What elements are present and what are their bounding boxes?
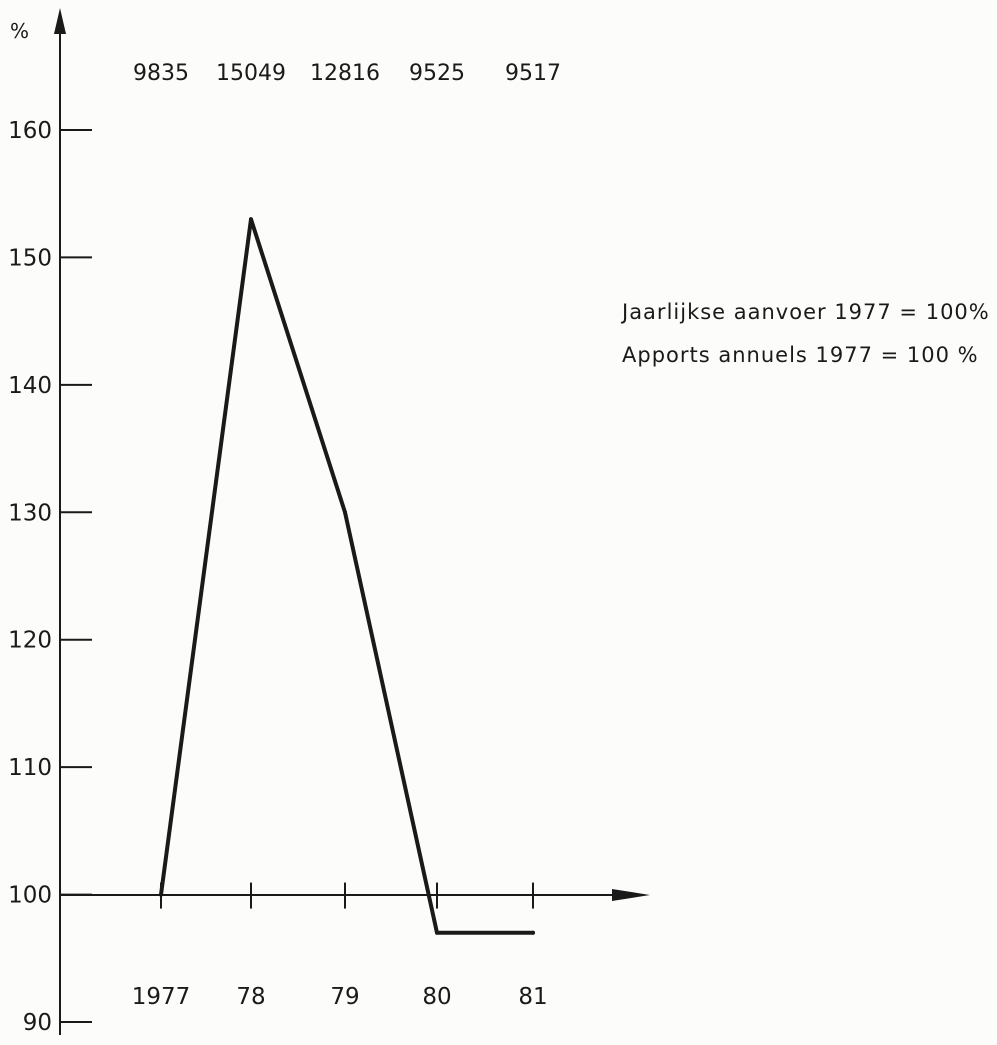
x-tick-label: 79 — [330, 984, 359, 1010]
y-tick-label: 130 — [8, 500, 52, 526]
data-point — [531, 930, 535, 935]
x-tick-label: 1977 — [132, 984, 191, 1010]
y-axis-arrow — [54, 8, 66, 34]
y-tick-label: 150 — [8, 245, 52, 271]
annual-total-label: 9517 — [505, 61, 561, 86]
legend-dutch: Jaarlijkse aanvoer 1977 = 100% — [622, 300, 990, 324]
series-line — [159, 217, 535, 935]
data-point — [159, 892, 163, 897]
data-point — [249, 217, 253, 222]
data-point — [343, 510, 347, 515]
y-tick-label: 110 — [8, 755, 52, 781]
y-tick-label: 90 — [23, 1010, 52, 1036]
annual-total-label: 9835 — [133, 61, 189, 86]
y-tick-label: 160 — [8, 118, 52, 144]
y-tick-label: 140 — [8, 373, 52, 399]
x-tick-label: 80 — [422, 984, 451, 1010]
y-tick-label: 100 — [8, 883, 52, 909]
x-axis-arrow — [612, 889, 650, 901]
y-axis-unit: % — [10, 19, 29, 43]
annual-total-label: 12816 — [310, 61, 380, 86]
annual-total-label: 15049 — [216, 61, 286, 86]
data-point — [435, 930, 439, 935]
legend-french: Apports annuels 1977 = 100 % — [622, 343, 979, 367]
y-tick-label: 120 — [8, 628, 52, 654]
annual-total-label: 9525 — [409, 61, 465, 86]
x-tick-label: 78 — [236, 984, 265, 1010]
x-tick-label: 81 — [518, 984, 547, 1010]
